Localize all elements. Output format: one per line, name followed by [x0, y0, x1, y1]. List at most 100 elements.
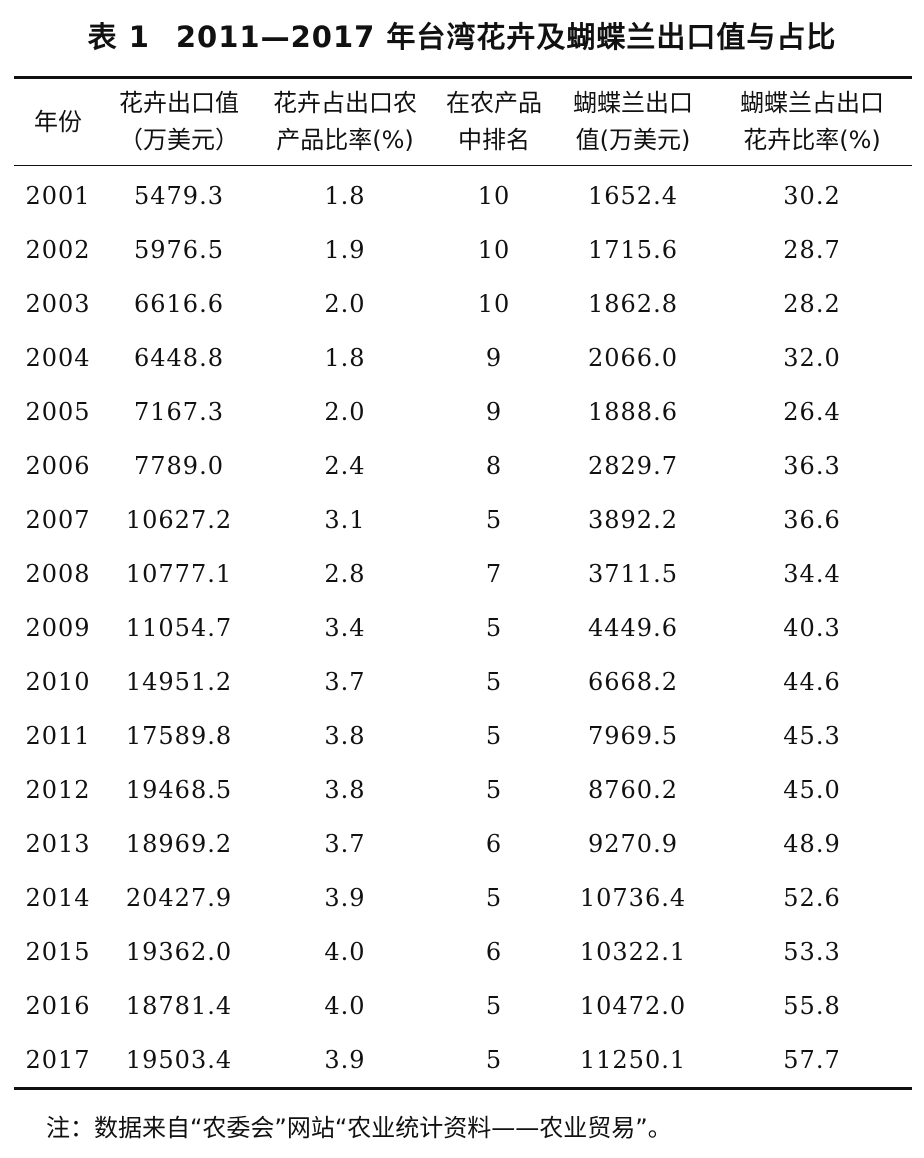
year-cell: 2012 [25, 776, 91, 804]
orchid-ratio-cell: 26.4 [783, 398, 841, 426]
rank-cell: 10 [477, 290, 511, 318]
orchid-ratio-cell: 53.3 [783, 938, 841, 966]
orchid-ratio-cell: 36.3 [783, 452, 841, 480]
orchid-export-cell: 1715.6 [588, 236, 678, 264]
flower-ratio-cell: 3.8 [324, 776, 366, 804]
col-header-rank: 在农产品 中排名 [446, 89, 542, 154]
orchid-export-cell: 1862.8 [588, 290, 678, 318]
orchid-ratio-cell: 45.3 [783, 722, 841, 750]
orchid-export-cell: 1652.4 [588, 182, 678, 210]
rank-cell: 5 [485, 614, 503, 642]
rank-cell: 9 [485, 344, 503, 372]
year-cell: 2006 [25, 452, 91, 480]
table-row: 2005 7167.3 2.0 9 1888.6 26.4 [14, 385, 912, 439]
flower-ratio-cell: 2.8 [324, 560, 366, 588]
header-row: 年份 花卉出口值 （万美元） 花卉占出口农 产品比率(%) 在农产品 中排名 蝴蝶兰出… [14, 79, 912, 165]
orchid-ratio-cell: 45.0 [783, 776, 841, 804]
orchid-export-cell: 3711.5 [588, 560, 678, 588]
rank-cell: 5 [485, 992, 503, 1020]
rank-cell: 10 [477, 236, 511, 264]
table-row: 2002 5976.5 1.9 10 1715.6 28.7 [14, 223, 912, 277]
flower-ratio-cell: 4.0 [324, 992, 366, 1020]
flower-export-cell: 11054.7 [125, 614, 233, 642]
rank-cell: 8 [485, 452, 503, 480]
flower-export-cell: 7789.0 [134, 452, 224, 480]
year-cell: 2007 [25, 506, 91, 534]
flower-export-cell: 14951.2 [125, 668, 233, 696]
flower-export-cell: 18781.4 [125, 992, 233, 1020]
table-row: 2001 5479.3 1.8 10 1652.4 30.2 [14, 165, 912, 223]
orchid-export-cell: 8760.2 [588, 776, 678, 804]
table-row: 2004 6448.8 1.8 9 2066.0 32.0 [14, 331, 912, 385]
orchid-ratio-cell: 34.4 [783, 560, 841, 588]
flower-export-cell: 19468.5 [125, 776, 233, 804]
rank-cell: 5 [485, 1046, 503, 1074]
rank-cell: 5 [485, 722, 503, 750]
orchid-ratio-cell: 28.2 [783, 290, 841, 318]
rank-cell: 5 [485, 776, 503, 804]
orchid-ratio-cell: 52.6 [783, 884, 841, 912]
table-note: 注：数据来自“农委会”网站“农业统计资料——农业贸易”。 [46, 1114, 672, 1142]
table-row: 2013 18969.2 3.7 6 9270.9 48.9 [14, 817, 912, 871]
flower-export-cell: 6448.8 [134, 344, 224, 372]
year-cell: 2014 [25, 884, 91, 912]
table-title-text: 2011—2017 年台湾花卉及蝴蝶兰出口值与占比 [175, 20, 837, 54]
table-row: 2003 6616.6 2.0 10 1862.8 28.2 [14, 277, 912, 331]
year-cell: 2009 [25, 614, 91, 642]
flower-ratio-cell: 1.9 [324, 236, 366, 264]
flower-ratio-cell: 1.8 [324, 182, 366, 210]
year-cell: 2002 [25, 236, 91, 264]
rank-cell: 5 [485, 506, 503, 534]
table-row: 2008 10777.1 2.8 7 3711.5 34.4 [14, 547, 912, 601]
year-cell: 2005 [25, 398, 91, 426]
flower-ratio-cell: 3.4 [324, 614, 366, 642]
flower-export-cell: 5976.5 [134, 236, 224, 264]
col-header-orchid-export: 蝴蝶兰出口 值(万美元) [573, 89, 693, 154]
table-row: 2010 14951.2 3.7 5 6668.2 44.6 [14, 655, 912, 709]
orchid-ratio-cell: 30.2 [783, 182, 841, 210]
orchid-export-cell: 10736.4 [579, 884, 687, 912]
year-cell: 2011 [25, 722, 91, 750]
flower-ratio-cell: 2.0 [324, 290, 366, 318]
flower-ratio-cell: 3.8 [324, 722, 366, 750]
orchid-export-cell: 9270.9 [588, 830, 678, 858]
orchid-ratio-cell: 36.6 [783, 506, 841, 534]
flower-export-cell: 10627.2 [125, 506, 233, 534]
flower-export-cell: 6616.6 [134, 290, 224, 318]
rank-cell: 5 [485, 884, 503, 912]
flower-ratio-cell: 3.7 [324, 668, 366, 696]
rank-cell: 10 [477, 182, 511, 210]
table-row: 2017 19503.4 3.9 5 11250.1 57.7 [14, 1033, 912, 1087]
flower-ratio-cell: 1.8 [324, 344, 366, 372]
rank-cell: 6 [485, 830, 503, 858]
orchid-export-cell: 10472.0 [579, 992, 687, 1020]
flower-export-cell: 20427.9 [125, 884, 233, 912]
orchid-export-cell: 2066.0 [588, 344, 678, 372]
col-header-orchid-ratio: 蝴蝶兰占出口 花卉比率(%) [740, 89, 884, 154]
flower-ratio-cell: 3.7 [324, 830, 366, 858]
orchid-export-cell: 10322.1 [579, 938, 687, 966]
flower-ratio-cell: 3.9 [324, 884, 366, 912]
table-row: 2006 7789.0 2.4 8 2829.7 36.3 [14, 439, 912, 493]
flower-ratio-cell: 4.0 [324, 938, 366, 966]
table-row: 2009 11054.7 3.4 5 4449.6 40.3 [14, 601, 912, 655]
table-body: 2001 5479.3 1.8 10 1652.4 30.2 2002 5976.5 1.9 10… [14, 165, 912, 1087]
orchid-export-cell: 2829.7 [588, 452, 678, 480]
year-cell: 2008 [25, 560, 91, 588]
header-rule [14, 165, 912, 166]
flower-export-cell: 17589.8 [125, 722, 233, 750]
orchid-ratio-cell: 55.8 [783, 992, 841, 1020]
year-cell: 2016 [25, 992, 91, 1020]
year-cell: 2017 [25, 1046, 91, 1074]
table-row: 2016 18781.4 4.0 5 10472.0 55.8 [14, 979, 912, 1033]
flower-export-cell: 18969.2 [125, 830, 233, 858]
rank-cell: 9 [485, 398, 503, 426]
flower-export-cell: 19362.0 [125, 938, 233, 966]
orchid-export-cell: 6668.2 [588, 668, 678, 696]
data-table: 年份 花卉出口值 （万美元） 花卉占出口农 产品比率(%) 在农产品 中排名 蝴蝶兰出… [14, 79, 912, 1087]
year-cell: 2003 [25, 290, 91, 318]
col-header-flower-ratio: 花卉占出口农 产品比率(%) [273, 89, 417, 154]
orchid-export-cell: 4449.6 [588, 614, 678, 642]
rank-cell: 6 [485, 938, 503, 966]
table-row: 2015 19362.0 4.0 6 10322.1 53.3 [14, 925, 912, 979]
